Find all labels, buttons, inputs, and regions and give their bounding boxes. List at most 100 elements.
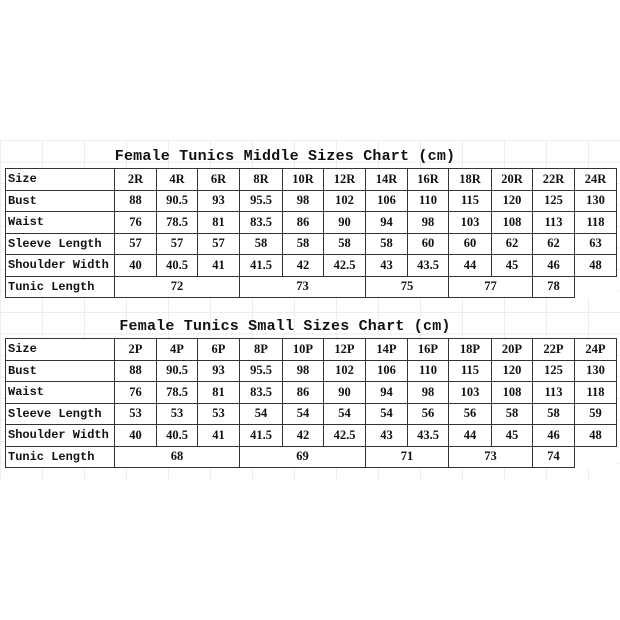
row-label: Bust [5,189,115,212]
table-cell: 48 [574,254,617,277]
table-row: Shoulder Width 40 40.5 41 41.5 42 42.5 43 43.5 44… [5,254,617,277]
table-row-tunic-length: Tunic Length 68 69 71 73 74 [5,445,617,468]
table-cell: 95.5 [239,359,283,382]
size-header: 12R [323,168,366,191]
table-cell: 90 [323,381,366,404]
table-cell: 120 [491,189,533,212]
table-cell: 110 [407,359,449,382]
table-cell: 41.5 [239,424,283,447]
table-cell: 88 [114,359,157,382]
table-cell: 41.5 [239,254,283,277]
table-cell: 54 [323,402,366,425]
table-cell: 118 [574,381,617,404]
table-cell: 58 [491,402,533,425]
table-cell: 86 [282,211,324,234]
tunic-length-cell: 72 [114,275,240,298]
table-cell: 108 [491,381,533,404]
table-row: Sleeve Length 53 53 53 54 54 54 54 56 56 58 58 59 [5,402,617,425]
table-cell: 103 [448,381,492,404]
row-label: Waist [5,381,115,404]
size-header: 20P [491,338,533,361]
chart-title: Female Tunics Middle Sizes Chart (cm) [114,148,456,165]
table-cell: 45 [491,254,533,277]
table-row-size: Size 2R 4R 6R 8R 10R 12R 14R 16R 18R 20R 22R 24R [5,168,617,191]
table-cell: 53 [197,402,240,425]
size-header: 24R [574,168,617,191]
size-header: 4P [156,338,198,361]
table-cell: 48 [574,424,617,447]
table-cell: 40 [114,424,157,447]
table-cell: 58 [365,232,408,255]
table-cell: 42 [282,424,324,447]
table-cell: 42.5 [323,424,366,447]
size-header: 8P [239,338,283,361]
table-cell: 110 [407,189,449,212]
table-cell: 90 [323,211,366,234]
table-cell: 88 [114,189,157,212]
table-cell: 78.5 [156,381,198,404]
row-label: Tunic Length [5,275,115,298]
table-cell: 44 [448,424,492,447]
size-header: 2P [114,338,157,361]
table-cell: 62 [532,232,575,255]
table-cell: 83.5 [239,211,283,234]
table-cell: 90.5 [156,359,198,382]
row-label: Size [5,168,115,191]
size-header: 22P [532,338,575,361]
table-cell: 76 [114,211,157,234]
size-header: 18R [448,168,492,191]
table-cell: 81 [197,211,240,234]
size-header: 20R [491,168,533,191]
row-label: Tunic Length [5,445,115,468]
table-cell: 59 [574,402,617,425]
size-table: Size 2P 4P 6P 8P 10P 12P 14P 16P 18P 20P 22P 24P Bust… [5,338,617,468]
size-header: 16P [407,338,449,361]
table-cell: 115 [448,359,492,382]
table-cell: 54 [365,402,408,425]
row-label: Bust [5,359,115,382]
table-cell: 103 [448,211,492,234]
table-cell: 58 [282,232,324,255]
table-cell: 56 [407,402,449,425]
size-header: 24P [574,338,617,361]
table-cell: 120 [491,359,533,382]
table-cell: 60 [407,232,449,255]
table-cell: 86 [282,381,324,404]
table-cell: 57 [114,232,157,255]
size-header: 4R [156,168,198,191]
size-header: 10P [282,338,324,361]
table-cell: 57 [197,232,240,255]
table-cell: 53 [114,402,157,425]
table-cell: 53 [156,402,198,425]
size-header: 16R [407,168,449,191]
size-header: 10R [282,168,324,191]
table-cell: 81 [197,381,240,404]
table-cell: 118 [574,211,617,234]
size-header: 12P [323,338,366,361]
table-cell: 98 [282,189,324,212]
table-cell: 102 [323,359,366,382]
table-cell: 78.5 [156,211,198,234]
table-cell: 108 [491,211,533,234]
table-cell: 90.5 [156,189,198,212]
table-cell: 46 [532,424,575,447]
table-cell: 45 [491,424,533,447]
table-cell: 98 [407,381,449,404]
table-cell: 57 [156,232,198,255]
table-cell: 130 [574,189,617,212]
table-cell: 58 [532,402,575,425]
table-cell: 56 [448,402,492,425]
table-cell: 63 [574,232,617,255]
table-row: Bust 88 90.5 93 95.5 98 102 106 110 115 120 125 130 [5,189,617,212]
table-cell: 54 [239,402,283,425]
tunic-length-cell: 73 [239,275,366,298]
table-cell: 41 [197,424,240,447]
table-cell: 98 [282,359,324,382]
table-cell: 41 [197,254,240,277]
table-row: Waist 76 78.5 81 83.5 86 90 94 98 103 108 113 118 [5,381,617,404]
table-cell: 76 [114,381,157,404]
table-cell: 130 [574,359,617,382]
tunic-length-cell: 69 [239,445,366,468]
table-row-size: Size 2P 4P 6P 8P 10P 12P 14P 16P 18P 20P 22P 24P [5,338,617,361]
table-cell: 40.5 [156,424,198,447]
